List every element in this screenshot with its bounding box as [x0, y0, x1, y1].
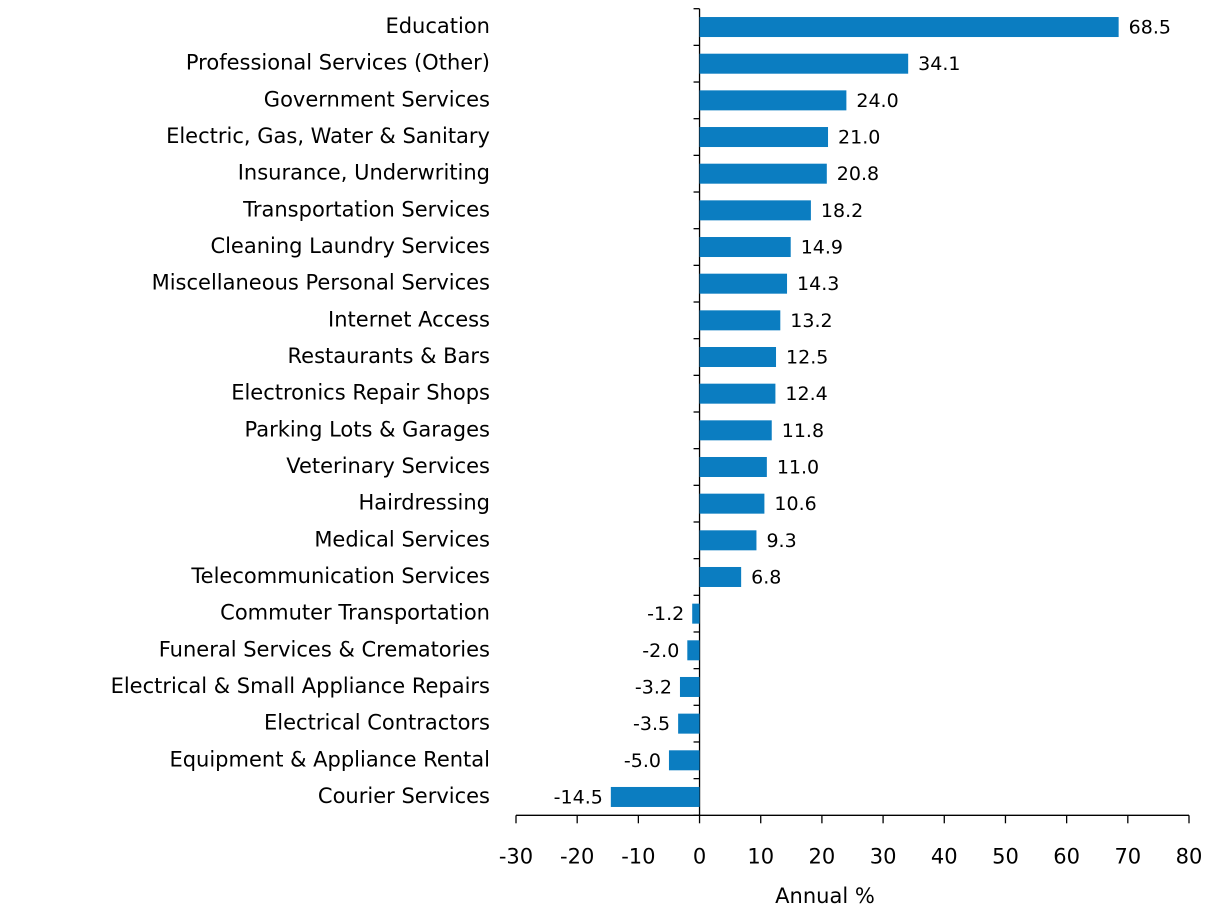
y-tick-label: Government Services	[264, 87, 490, 111]
bar	[610, 786, 700, 807]
bar	[699, 200, 811, 221]
bar	[699, 237, 791, 258]
y-tick-label: Electrical & Small Appliance Repairs	[111, 674, 490, 698]
value-label: 11.0	[777, 456, 819, 478]
bar	[692, 603, 700, 624]
value-label: -3.2	[635, 676, 672, 698]
value-label: 12.4	[785, 383, 827, 405]
x-tick-label: 50	[992, 844, 1019, 868]
bar	[699, 456, 767, 477]
bar	[699, 383, 776, 404]
value-label: 68.5	[1129, 17, 1171, 39]
value-label: -3.5	[633, 713, 670, 735]
value-label: 11.8	[782, 420, 824, 442]
x-axis-title: Annual %	[775, 884, 875, 908]
y-tick-label: Equipment & Appliance Rental	[169, 747, 490, 771]
y-tick-label: Hairdressing	[358, 491, 490, 515]
value-label: -5.0	[624, 750, 661, 772]
x-tick-label: 70	[1114, 844, 1141, 868]
bar	[699, 566, 742, 587]
y-tick-label: Internet Access	[328, 307, 490, 331]
x-tick-label: -30	[499, 844, 533, 868]
y-tick-label: Professional Services (Other)	[186, 51, 490, 75]
bar	[668, 750, 700, 771]
value-label: 24.0	[856, 90, 898, 112]
x-tick-label: 10	[747, 844, 774, 868]
bar	[699, 127, 829, 148]
bar	[679, 676, 700, 697]
y-tick-label: Transportation Services	[242, 197, 490, 221]
y-tick-label: Medical Services	[314, 527, 490, 551]
bar	[678, 713, 700, 734]
x-tick-label: 30	[870, 844, 897, 868]
x-tick-label: -20	[560, 844, 594, 868]
y-tick-label: Funeral Services & Crematories	[159, 637, 490, 661]
value-label: 14.9	[801, 237, 843, 259]
value-label: 21.0	[838, 127, 880, 149]
bar	[699, 347, 777, 368]
y-tick-label: Veterinary Services	[286, 454, 490, 478]
value-label: 12.5	[786, 347, 828, 369]
y-tick-label: Cleaning Laundry Services	[210, 234, 490, 258]
bar	[699, 310, 781, 331]
y-tick-label: Insurance, Underwriting	[238, 161, 490, 185]
y-tick-label: Parking Lots & Garages	[245, 417, 490, 441]
y-tick-label: Electrical Contractors	[264, 711, 490, 735]
value-label: 10.6	[774, 493, 816, 515]
bar	[699, 530, 757, 551]
y-tick-label: Miscellaneous Personal Services	[152, 271, 490, 295]
value-label: 14.3	[797, 273, 839, 295]
bar	[699, 273, 788, 294]
value-label: 34.1	[918, 53, 960, 75]
value-label: 20.8	[837, 163, 879, 185]
y-tick-label: Restaurants & Bars	[288, 344, 490, 368]
bar	[699, 90, 847, 111]
y-tick-label: Electronics Repair Shops	[231, 381, 490, 405]
bar	[699, 17, 1119, 38]
value-label: 18.2	[821, 200, 863, 222]
value-label: 13.2	[790, 310, 832, 332]
y-tick-label: Commuter Transportation	[220, 601, 490, 625]
x-tick-label: 80	[1176, 844, 1203, 868]
y-tick-label: Education	[385, 14, 490, 38]
x-tick-label: 20	[809, 844, 836, 868]
value-label: -1.2	[647, 603, 684, 625]
bar	[699, 163, 827, 184]
x-tick-label: 0	[693, 844, 706, 868]
x-tick-label: 60	[1053, 844, 1080, 868]
bar	[699, 53, 909, 74]
y-tick-label: Telecommunication Services	[190, 564, 490, 588]
x-tick-label: 40	[931, 844, 958, 868]
y-tick-label: Courier Services	[318, 784, 490, 808]
bar	[687, 640, 700, 661]
x-tick-label: -10	[621, 844, 655, 868]
value-label: -2.0	[642, 640, 679, 662]
y-tick-label: Electric, Gas, Water & Sanitary	[166, 124, 490, 148]
bar	[699, 493, 765, 514]
value-label: 6.8	[751, 566, 781, 588]
bar	[699, 420, 772, 441]
value-label: -14.5	[554, 786, 603, 808]
value-label: 9.3	[766, 530, 796, 552]
